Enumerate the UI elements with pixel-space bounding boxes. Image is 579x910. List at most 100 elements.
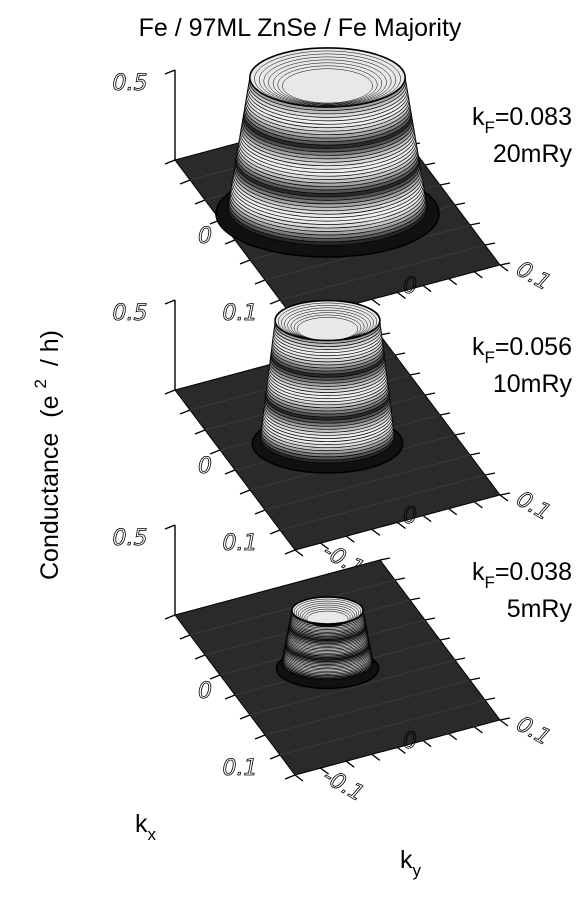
right-edge-tick <box>379 557 391 561</box>
kx-tick <box>239 259 251 265</box>
ky-tick-label-2: 0.1 <box>512 487 555 526</box>
right-edge-tick <box>469 222 481 226</box>
z-axis-tick <box>164 524 176 530</box>
kx-tick <box>164 389 176 395</box>
surface-panel-3: 0.5 0 0.1 0 -0.1 0.1 kF=0.038 5mRy <box>112 524 572 807</box>
kx-tick-label-0: 0 <box>198 679 212 704</box>
ky-tick-label-0: 0 <box>403 504 417 529</box>
surface-top-contour <box>295 600 360 626</box>
plane-grid-line <box>249 659 456 716</box>
kx-tick <box>239 714 251 720</box>
ky-tick-label-2: 0.1 <box>512 712 555 751</box>
kx-tick <box>224 239 236 245</box>
kx-tick <box>179 634 191 640</box>
ky-tick <box>294 549 304 557</box>
ky-tick <box>499 264 509 272</box>
kx-tick <box>284 549 296 555</box>
y-axis-label-text: Conductance <box>36 433 64 580</box>
kx-tick-label-1: 0.1 <box>223 756 258 781</box>
surface-top <box>249 47 406 108</box>
kx-tick <box>179 179 191 185</box>
chart-title: Fe / 97ML ZnSe / Fe Majority <box>139 14 462 42</box>
right-edge-tick <box>439 412 451 416</box>
ky-tick <box>448 278 458 286</box>
ky-tick <box>320 542 330 550</box>
right-edge-tick <box>394 577 406 581</box>
surface-top-contour <box>296 317 359 341</box>
right-edge-tick <box>394 352 406 356</box>
ky-tick <box>422 515 432 523</box>
y-axis-label: Conductance (e 2 / h) <box>24 330 64 580</box>
plane-grid-line <box>279 699 486 756</box>
plane-grid-line <box>279 244 486 301</box>
ky-tick <box>448 733 458 741</box>
kx-tick <box>164 159 176 165</box>
surface-top-contour <box>293 598 362 625</box>
plane-grid-line <box>264 679 471 736</box>
ky-tick <box>473 501 483 509</box>
ky-tick <box>422 740 432 748</box>
y-axis-unit-base: (e <box>36 395 64 417</box>
surface <box>215 47 440 258</box>
energy-annotation: 20mRy <box>493 140 573 168</box>
surface-top-contour <box>263 56 392 106</box>
kx-axis-label: kx <box>135 810 157 844</box>
surface-top-contour <box>302 606 353 627</box>
right-edge-tick <box>499 262 511 266</box>
ky-tick-label-1: -0.1 <box>318 764 368 807</box>
y-axis-unit-exp: 2 <box>31 379 50 388</box>
kf-annotation: kF=0.083 <box>472 103 572 137</box>
ky-tick <box>371 298 381 306</box>
right-edge-tick <box>484 472 496 476</box>
kx-tick <box>254 509 266 515</box>
right-edge-tick <box>484 242 496 246</box>
kx-tick <box>269 529 281 535</box>
kx-tick <box>209 674 221 680</box>
ky-tick <box>499 719 509 727</box>
right-edge-tick <box>424 162 436 166</box>
surface-top-contour <box>304 608 351 627</box>
kf-annotation: kF=0.056 <box>472 333 572 367</box>
z-tick-label: 0.5 <box>113 71 148 96</box>
y-axis-unit-rest: / h) <box>36 330 64 366</box>
kx-tick <box>239 489 251 495</box>
surface-panels: 0.5 0 0.1 0 -0.1 0.1 kF=0.083 20mRy 0.5 0 0.1 0 -0.1… <box>112 47 573 807</box>
ky-tick-label-0: 0 <box>403 274 417 299</box>
ky-tick <box>422 285 432 293</box>
surface-top-contour <box>298 602 357 626</box>
kx-tick-label-1: 0.1 <box>223 301 258 326</box>
kx-tick <box>179 409 191 415</box>
svg-text:Conductance (e 2: Conductance (e 2 / h) <box>24 330 64 580</box>
ky-axis-label: ky <box>400 846 422 880</box>
ky-tick <box>448 508 458 516</box>
kx-tick <box>224 694 236 700</box>
kx-tick <box>269 299 281 305</box>
ky-tick <box>371 753 381 761</box>
ky-tick <box>371 528 381 536</box>
right-edge-tick <box>424 617 436 621</box>
kx-tick <box>194 199 206 205</box>
ky-tick <box>294 774 304 782</box>
kx-tick-label-0: 0 <box>198 454 212 479</box>
ky-tick <box>397 291 406 300</box>
kx-tick <box>269 754 281 760</box>
surface-top-contour <box>300 604 355 626</box>
kx-tick <box>194 654 206 660</box>
ky-tick <box>499 494 509 502</box>
right-edge-tick <box>454 657 466 661</box>
right-edge-tick <box>469 677 481 681</box>
surface-top-contour <box>258 53 397 107</box>
kx-tick-label-0: 0 <box>198 224 212 249</box>
ky-tick <box>473 726 483 734</box>
kx-tick <box>194 429 206 435</box>
plane-grid-line <box>279 474 486 531</box>
z-tick-label: 0.5 <box>113 526 148 551</box>
ky-tick <box>397 521 406 530</box>
ky-tick <box>345 760 355 768</box>
surface <box>251 299 404 474</box>
ky-tick-label-2: 0.1 <box>512 257 555 296</box>
right-edge-tick <box>424 392 436 396</box>
surface-top-contour <box>282 68 373 104</box>
